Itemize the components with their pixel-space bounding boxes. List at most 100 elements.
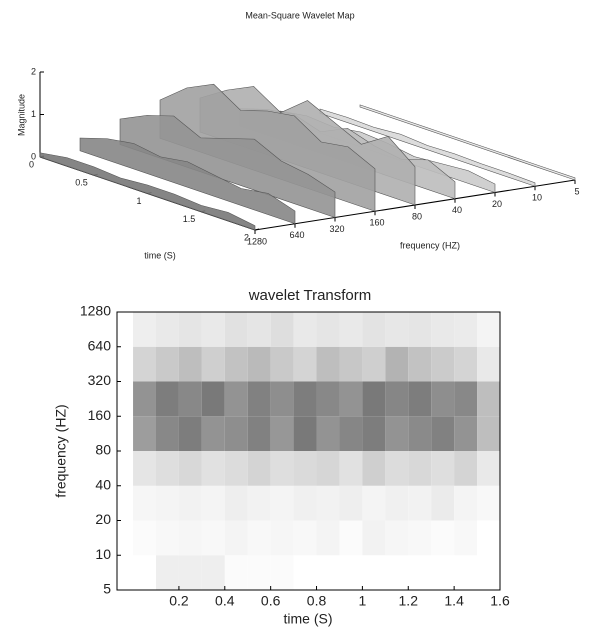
heat-cell: [133, 520, 156, 556]
heat-cell: [155, 555, 179, 590]
heat-cell: [293, 346, 317, 382]
heat-cell: [201, 416, 225, 451]
heat-cell: [477, 312, 500, 347]
heat-cell: [316, 416, 340, 451]
heat-cell: [477, 416, 500, 451]
heat-cell: [178, 416, 202, 451]
heat-cell: [431, 346, 455, 382]
heat-cell: [178, 312, 202, 347]
heat-cell: [247, 485, 271, 521]
heat-cell: [477, 381, 500, 417]
x-axis-label: time (S): [284, 611, 333, 627]
heat-cell: [224, 346, 248, 382]
heat-cell: [270, 346, 294, 382]
heat-cell: [408, 451, 432, 486]
heat-cell: [431, 485, 455, 521]
y-axis-label: frequency (HZ): [53, 404, 69, 497]
y-tick-label: 5: [103, 581, 111, 597]
heat-cell: [201, 381, 225, 417]
heat-cell: [247, 312, 271, 347]
heat-cell: [385, 485, 409, 521]
heat-cell: [155, 520, 179, 556]
heat-cell: [362, 381, 386, 417]
heat-cell: [477, 451, 500, 486]
heat-cell: [293, 555, 317, 590]
heat-cell: [247, 416, 271, 451]
y-tick-label: 20: [492, 199, 502, 209]
x-tick-label: 1: [358, 593, 366, 609]
heat-cell: [178, 451, 202, 486]
heat-cell: [155, 312, 179, 347]
heat-cell: [270, 485, 294, 521]
x-tick-label: 0.5: [75, 178, 88, 188]
heat-cell: [155, 451, 179, 486]
surface-ridge: [319, 108, 536, 187]
heat-cell: [178, 381, 202, 417]
x-tick-label: 1.2: [399, 593, 419, 609]
heat-cell: [133, 485, 156, 521]
y-tick-label: 640: [88, 337, 112, 353]
heat-cell: [224, 520, 248, 556]
x-axis-label: time (S): [144, 250, 176, 260]
heat-cell: [293, 485, 317, 521]
heat-cell: [408, 346, 432, 382]
heat-cell: [362, 346, 386, 382]
y-tick-label: 40: [95, 476, 111, 492]
y-tick-label: 640: [289, 230, 304, 240]
y-tick-label: 320: [88, 372, 112, 388]
heat-cell: [408, 312, 432, 347]
heat-cell: [178, 555, 202, 590]
heat-cell: [454, 485, 478, 521]
x-tick-label: 1.6: [490, 593, 510, 609]
heat-cell: [431, 312, 455, 347]
heat-cell: [316, 381, 340, 417]
heat-cell: [133, 416, 156, 451]
heat-cell: [454, 346, 478, 382]
heat-cell: [362, 555, 386, 590]
heat-cell: [270, 416, 294, 451]
heat-cell: [293, 451, 317, 486]
y-axis-label: frequency (HZ): [400, 240, 460, 250]
heat-cell: [155, 416, 179, 451]
chart-title: Mean-Square Wavelet Map: [245, 10, 354, 20]
heat-cell: [385, 555, 409, 590]
heat-cell: [201, 520, 225, 556]
heat-cell: [408, 416, 432, 451]
y-tick-label: 1280: [80, 303, 111, 319]
x-tick-label: 1: [136, 196, 141, 206]
heat-cell: [408, 485, 432, 521]
heat-cell: [201, 312, 225, 347]
heat-cell: [477, 485, 500, 521]
heat-cell: [178, 520, 202, 556]
heat-cell: [270, 381, 294, 417]
heat-cell: [431, 520, 455, 556]
z-tick-label: 1: [31, 109, 36, 119]
heat-cell: [339, 555, 363, 590]
heat-cell: [133, 346, 156, 382]
surface-ridge: [79, 137, 296, 225]
heat-cell: [362, 485, 386, 521]
heat-cell: [385, 381, 409, 417]
heat-cell: [155, 485, 179, 521]
heat-cell: [247, 346, 271, 382]
heat-cell: [454, 451, 478, 486]
heat-cell: [224, 555, 248, 590]
heat-cell: [270, 520, 294, 556]
y-tick-label: 10: [532, 193, 542, 203]
heat-cell: [431, 416, 455, 451]
heat-cell: [201, 451, 225, 486]
heat-cell: [339, 381, 363, 417]
heat-cell: [201, 346, 225, 382]
z-axis-label: Magnitude: [16, 94, 26, 136]
heat-cell: [362, 312, 386, 347]
y-tick-label: 10: [95, 546, 111, 562]
x-tick-label: 1.4: [444, 593, 464, 609]
heat-cell: [178, 485, 202, 521]
x-tick-label: 0.2: [169, 593, 189, 609]
heat-cell: [454, 555, 478, 590]
heat-cell: [133, 451, 156, 486]
heat-cell: [454, 520, 478, 556]
x-tick: [254, 228, 260, 231]
chart-title: wavelet Transform: [248, 287, 372, 304]
